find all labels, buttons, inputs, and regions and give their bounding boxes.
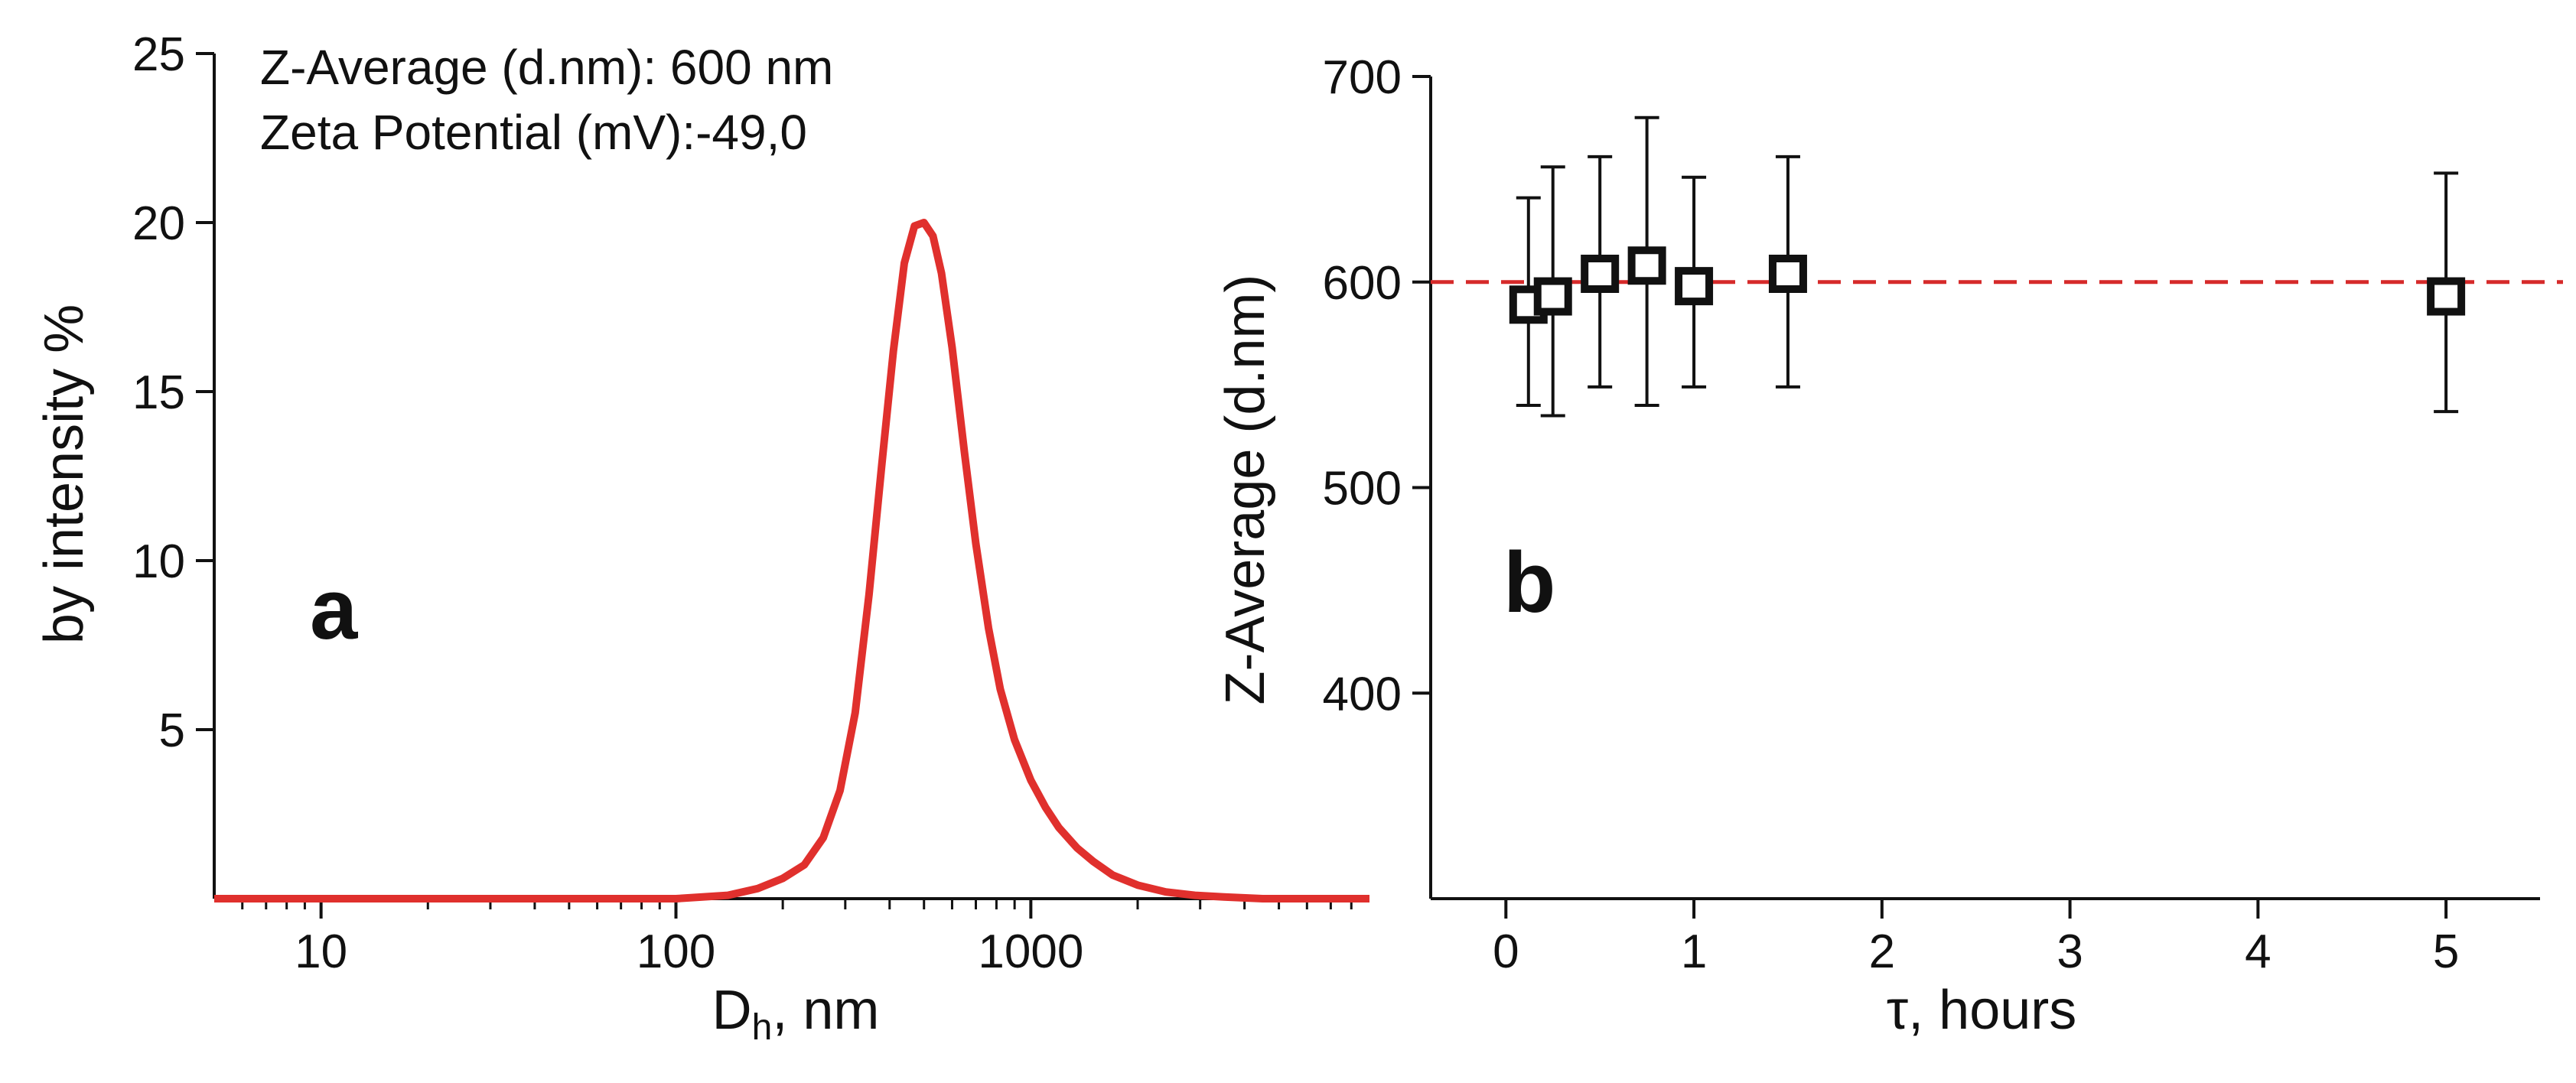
panel-a: 5 10 15 20 25 10 100 1000 Z-Average (d.nm): 60… <box>34 28 1369 1048</box>
panel-b-label: b <box>1503 535 1555 630</box>
x-tick-label: 1000 <box>978 925 1083 978</box>
panel-b-x-label: τ, hours <box>1887 980 2077 1041</box>
y-tick-label: 600 <box>1323 257 1402 310</box>
data-point <box>1533 277 1572 316</box>
x-label-rest: , nm <box>772 980 879 1041</box>
distribution-curve <box>214 219 1369 902</box>
data-point <box>2427 277 2466 316</box>
annotation-zeta-potential: Zeta Potential (mV):-49,0 <box>260 105 807 160</box>
x-tick-label: 1 <box>1681 925 1707 978</box>
panel-a-label: a <box>310 561 358 657</box>
data-point <box>1581 255 1620 293</box>
x-tick-label: 4 <box>2245 925 2271 978</box>
x-label-subscript: h <box>752 1007 773 1048</box>
panel-a-y-ticks: 5 10 15 20 25 <box>132 28 214 757</box>
y-tick-label: 20 <box>132 197 185 250</box>
panel-b-x-ticks: 0 1 2 3 4 5 <box>1493 899 2459 978</box>
y-tick-label: 700 <box>1323 51 1402 104</box>
panel-a-y-label: by intensity % <box>34 304 95 644</box>
x-tick-label: 100 <box>637 925 715 978</box>
y-tick-label: 5 <box>159 704 185 757</box>
panel-a-x-ticks: 10 100 1000 <box>241 899 1353 978</box>
y-tick-label: 500 <box>1323 463 1402 515</box>
data-point <box>1675 267 1714 306</box>
y-tick-label: 15 <box>132 366 185 419</box>
annotation-z-average: Z-Average (d.nm): 600 nm <box>260 40 833 95</box>
x-tick-label: 3 <box>2057 925 2083 978</box>
panel-b-y-label: Z-Average (d.nm) <box>1215 275 1276 705</box>
x-tick-label: 10 <box>295 925 347 978</box>
x-tick-label: 5 <box>2433 925 2459 978</box>
data-point <box>1627 246 1666 285</box>
x-tick-label: 0 <box>1493 925 1519 978</box>
y-tick-label: 10 <box>132 535 185 588</box>
panel-b-y-ticks: 400 500 600 700 <box>1323 51 1431 720</box>
panel-b: 400 500 600 700 0 1 2 3 4 5 b Z-Average (d.nm) τ… <box>1215 51 2563 1041</box>
data-point <box>1768 255 1807 293</box>
panel-b-points <box>1509 115 2466 418</box>
x-label-main: D <box>712 980 752 1041</box>
y-tick-label: 25 <box>132 28 185 81</box>
panel-a-x-label: Dh, nm <box>712 980 880 1048</box>
y-tick-label: 400 <box>1323 668 1402 720</box>
x-tick-label: 2 <box>1869 925 1895 978</box>
